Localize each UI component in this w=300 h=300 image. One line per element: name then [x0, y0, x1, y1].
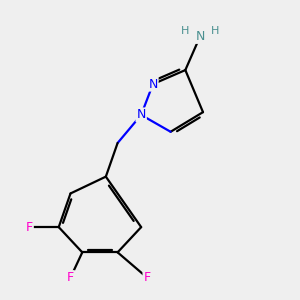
Text: N: N: [195, 30, 205, 43]
Text: H: H: [181, 26, 190, 36]
Text: F: F: [26, 220, 33, 234]
Text: F: F: [143, 271, 151, 284]
Text: N: N: [148, 78, 158, 91]
Text: N: N: [136, 108, 146, 122]
Text: F: F: [67, 271, 74, 284]
Text: H: H: [211, 26, 219, 36]
